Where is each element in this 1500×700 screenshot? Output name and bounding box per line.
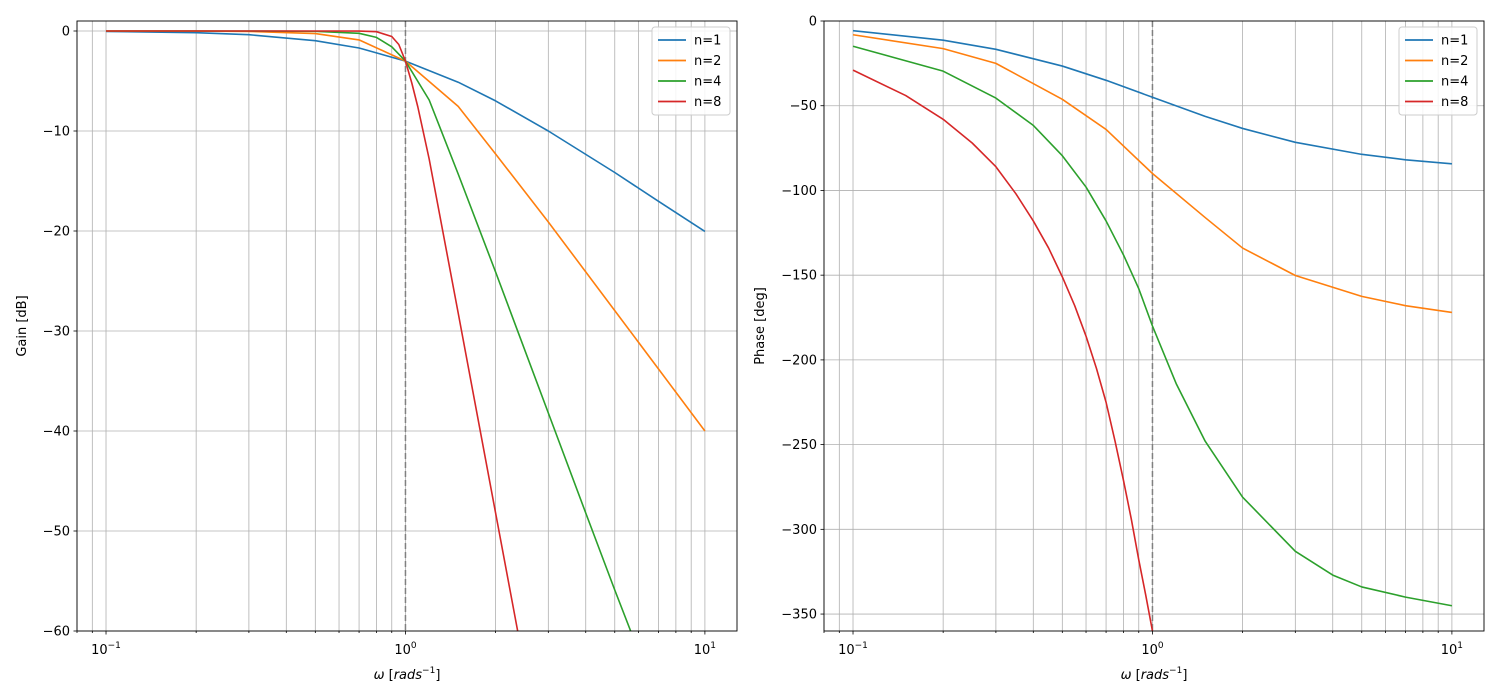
legend-label: n=8 xyxy=(1441,95,1468,110)
x-axis-label: ω [rads−1] xyxy=(1121,666,1188,683)
y-tick-label: −50 xyxy=(43,525,70,540)
legend-label: n=4 xyxy=(1441,75,1468,90)
legend-label: n=1 xyxy=(694,34,721,49)
y-tick-label: −60 xyxy=(43,625,70,640)
x-tick-label: 100 xyxy=(394,641,417,658)
legend-label: n=1 xyxy=(1441,34,1468,49)
series-lines xyxy=(106,30,706,631)
series-line-n=4 xyxy=(852,45,1453,607)
x-tick-label: 10−1 xyxy=(838,641,868,658)
y-tick-label: 0 xyxy=(62,25,70,40)
y-tick-label: −150 xyxy=(781,269,817,284)
series-line-n=1 xyxy=(852,29,1452,165)
y-axis-label: Gain [dB] xyxy=(15,295,30,356)
y-tick-label: −300 xyxy=(781,523,817,538)
legend-label: n=2 xyxy=(694,54,721,69)
x-tick-label: 101 xyxy=(1441,641,1463,658)
series-line-n=2 xyxy=(852,33,1453,314)
legend: n=1 n=2 n=4 n=8 xyxy=(1398,26,1478,116)
grid xyxy=(823,20,1484,631)
y-tick-label: −30 xyxy=(43,325,70,340)
legend-label: n=2 xyxy=(1441,54,1468,69)
gain-plot: 0 −10 −20 −30 −40 −50 −60 10−1 100 101 ω [rads−1] G… xyxy=(15,20,738,683)
legend: n=1 n=2 n=4 n=8 xyxy=(651,26,731,116)
y-tick-label: −50 xyxy=(790,99,817,114)
legend-box xyxy=(1398,26,1478,116)
series-line-n=8 xyxy=(106,30,519,631)
axes-frame xyxy=(823,20,1485,632)
y-tick-label: −100 xyxy=(781,184,817,199)
series-line-n=8 xyxy=(852,69,1154,631)
x-tick-label: 10−1 xyxy=(91,641,121,658)
axes-frame xyxy=(76,20,738,632)
y-tick-label: −250 xyxy=(781,438,817,453)
y-tick-label: −20 xyxy=(43,225,70,240)
y-tick-label: 0 xyxy=(809,15,817,30)
phase-plot: 0 −50 −100 −150 −200 −250 −300 −350 10−1 100 101 ω … xyxy=(753,15,1485,683)
legend-box xyxy=(651,26,731,116)
x-axis-label: ω [rads−1] xyxy=(374,666,441,683)
y-tick-label: −350 xyxy=(781,608,817,623)
y-tick-label: −40 xyxy=(43,425,70,440)
y-tick-label: −10 xyxy=(43,125,70,140)
y-tick-label: −200 xyxy=(781,353,817,368)
x-tick-label: 100 xyxy=(1141,641,1164,658)
x-tick-label: 101 xyxy=(694,641,716,658)
legend-label: n=8 xyxy=(694,95,721,110)
legend-label: n=4 xyxy=(694,75,721,90)
grid xyxy=(76,21,737,632)
series-line-n=1 xyxy=(106,30,706,233)
series-lines xyxy=(852,29,1453,631)
y-axis-label: Phase [deg] xyxy=(753,287,768,365)
